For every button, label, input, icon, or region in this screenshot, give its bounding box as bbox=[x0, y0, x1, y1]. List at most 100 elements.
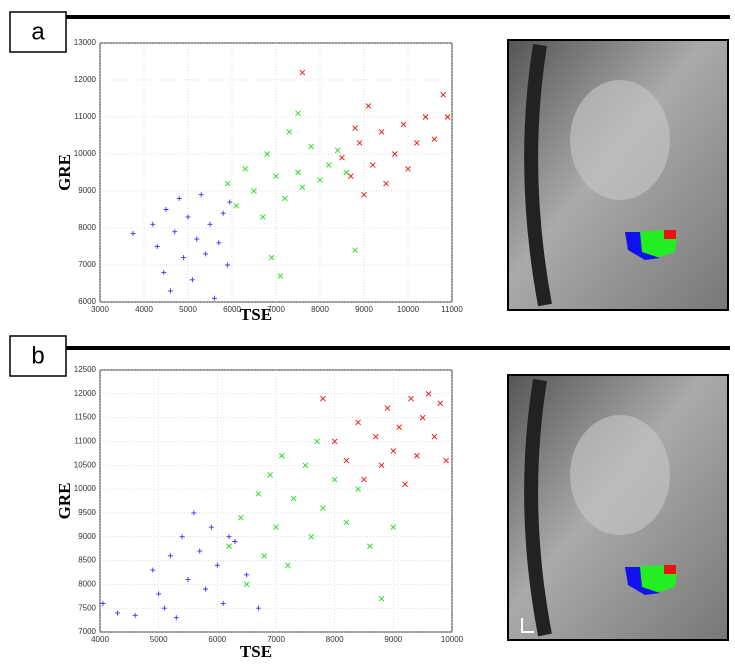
mri-image-b bbox=[507, 374, 729, 641]
point bbox=[286, 128, 293, 135]
point bbox=[191, 510, 197, 516]
point bbox=[413, 140, 420, 146]
point bbox=[343, 169, 350, 176]
point bbox=[264, 151, 271, 157]
panel-label: b bbox=[31, 342, 44, 369]
point bbox=[115, 610, 121, 616]
point bbox=[237, 514, 244, 521]
point bbox=[356, 140, 363, 146]
y-tick-label: 6000 bbox=[78, 297, 96, 306]
panel-label-box bbox=[9, 335, 67, 377]
point bbox=[369, 162, 376, 168]
point bbox=[352, 247, 359, 254]
point bbox=[320, 395, 326, 402]
point bbox=[355, 486, 361, 492]
x-tick-label: 8000 bbox=[326, 635, 344, 644]
point bbox=[233, 202, 240, 209]
point bbox=[163, 207, 169, 212]
x-tick-label: 3000 bbox=[91, 305, 109, 314]
point bbox=[267, 471, 273, 478]
point bbox=[179, 534, 185, 540]
point bbox=[255, 605, 261, 611]
point bbox=[185, 214, 191, 220]
point bbox=[154, 244, 160, 249]
point bbox=[255, 491, 262, 497]
point bbox=[408, 395, 414, 402]
point bbox=[343, 457, 350, 464]
point bbox=[425, 390, 432, 397]
point bbox=[156, 591, 162, 597]
y-tick-label: 9000 bbox=[78, 186, 96, 195]
point bbox=[268, 254, 275, 261]
y-tick-label: 11000 bbox=[74, 112, 96, 121]
y-tick-label: 12500 bbox=[74, 365, 97, 374]
point bbox=[167, 553, 173, 559]
point bbox=[422, 114, 429, 120]
point bbox=[203, 251, 209, 257]
point bbox=[295, 110, 301, 117]
x-tick-label: 7000 bbox=[267, 305, 285, 314]
point bbox=[308, 533, 315, 540]
point bbox=[431, 433, 438, 440]
point bbox=[390, 524, 397, 531]
x-tick-label: 9000 bbox=[384, 635, 402, 644]
x-tick-label: 10000 bbox=[441, 635, 464, 644]
point bbox=[214, 562, 220, 568]
y-tick-label: 7000 bbox=[78, 260, 96, 269]
point bbox=[437, 400, 444, 407]
point bbox=[261, 552, 268, 559]
y-tick-label: 10500 bbox=[74, 460, 97, 469]
point bbox=[378, 128, 385, 135]
x-axis-label: TSE bbox=[240, 642, 272, 661]
point bbox=[419, 414, 426, 421]
x-tick-label: 9000 bbox=[355, 305, 373, 314]
point bbox=[198, 192, 204, 198]
mri-image-a bbox=[507, 39, 729, 311]
point bbox=[194, 236, 200, 242]
point bbox=[226, 543, 232, 550]
point bbox=[251, 188, 257, 194]
x-tick-label: 4000 bbox=[91, 635, 109, 644]
point bbox=[299, 69, 306, 76]
point bbox=[207, 221, 213, 227]
point bbox=[242, 165, 249, 172]
panel-label-box bbox=[9, 11, 67, 53]
point bbox=[444, 114, 451, 120]
point bbox=[211, 295, 217, 301]
point bbox=[277, 273, 284, 279]
x-tick-label: 6000 bbox=[223, 305, 241, 314]
point bbox=[361, 476, 367, 483]
point bbox=[431, 136, 438, 143]
point bbox=[162, 605, 168, 611]
point bbox=[402, 481, 408, 488]
x-tick-label: 6000 bbox=[208, 635, 226, 644]
point bbox=[308, 143, 315, 150]
point bbox=[295, 169, 301, 176]
y-tick-label: 8000 bbox=[78, 223, 96, 232]
point bbox=[167, 288, 173, 294]
y-tick-label: 11000 bbox=[74, 437, 96, 446]
point bbox=[400, 121, 407, 128]
point bbox=[384, 405, 391, 411]
point bbox=[372, 433, 379, 440]
y-tick-label: 12000 bbox=[74, 389, 97, 398]
y-axis-label: GRE bbox=[55, 154, 74, 191]
point bbox=[443, 457, 449, 464]
plot-area bbox=[99, 369, 453, 633]
y-tick-label: 9000 bbox=[78, 532, 96, 541]
point bbox=[279, 452, 285, 459]
x-tick-label: 5000 bbox=[150, 635, 168, 644]
y-tick-label: 10000 bbox=[74, 484, 97, 493]
point bbox=[334, 147, 341, 154]
x-tick-label: 5000 bbox=[179, 305, 197, 314]
point bbox=[100, 600, 106, 606]
point bbox=[150, 221, 156, 227]
point bbox=[390, 448, 397, 454]
point bbox=[197, 548, 203, 554]
point bbox=[172, 229, 178, 235]
point bbox=[314, 438, 320, 445]
point bbox=[343, 519, 350, 526]
panel-label: a bbox=[31, 18, 45, 45]
x-tick-label: 7000 bbox=[267, 635, 285, 644]
point bbox=[378, 595, 385, 602]
